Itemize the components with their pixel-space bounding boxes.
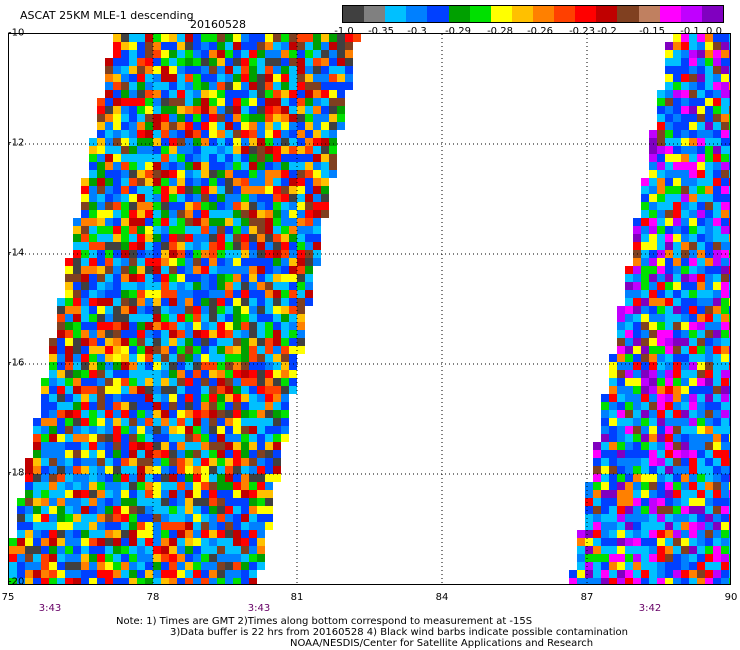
pass-time-label: 3:43 bbox=[38, 603, 62, 614]
color-scale-label: -0.3 bbox=[407, 26, 427, 37]
lat-label: -10 bbox=[8, 27, 25, 39]
color-scale-segment bbox=[427, 6, 449, 22]
lon-label: 75 bbox=[1, 592, 15, 603]
color-scale-segment bbox=[596, 6, 618, 22]
color-scale-segment bbox=[617, 6, 639, 22]
color-scale-label: -0.1 bbox=[680, 26, 700, 37]
color-scale-segment bbox=[659, 6, 681, 22]
color-scale-segment bbox=[680, 6, 702, 22]
map-title: ASCAT 25KM MLE-1 descending bbox=[20, 9, 194, 22]
note-line-2: 3)Data buffer is 22 hrs from 20160528 4)… bbox=[170, 627, 628, 638]
lat-label: -14 bbox=[8, 247, 25, 259]
map-plot-area bbox=[8, 33, 731, 585]
lat-label: -12 bbox=[8, 137, 25, 149]
note-line-3: NOAA/NESDIS/Center for Satellite Applica… bbox=[290, 638, 594, 649]
color-scale-label: -0.15 bbox=[639, 26, 665, 37]
color-scale-segment bbox=[511, 6, 533, 22]
lat-label: -20 bbox=[8, 576, 25, 588]
map-grid-lines bbox=[9, 34, 730, 584]
swath-pixels bbox=[9, 34, 730, 584]
swath-grid bbox=[9, 34, 730, 584]
color-scale-segment bbox=[638, 6, 660, 22]
lat-label: -16 bbox=[8, 357, 25, 369]
color-scale-segment bbox=[490, 6, 512, 22]
color-scale-segment bbox=[701, 6, 723, 22]
color-scale-labels: -1.0 -0.35 -0.3 -0.29 -0.28 -0.26 -0.23 … bbox=[0, 0, 740, 40]
color-scale-segment bbox=[469, 6, 491, 22]
color-scale-segment bbox=[532, 6, 555, 22]
color-scale-segment bbox=[385, 6, 407, 22]
color-scale-label: -0.2 bbox=[597, 26, 617, 37]
color-scale-segment bbox=[448, 6, 470, 22]
color-scale-segment bbox=[364, 6, 386, 22]
color-scale-segment bbox=[554, 6, 576, 22]
lon-label: 87 bbox=[580, 592, 594, 603]
lon-label: 81 bbox=[290, 592, 304, 603]
color-scale-segment bbox=[575, 6, 597, 22]
color-scale-segment bbox=[406, 6, 428, 22]
map-date: 20160528 bbox=[190, 18, 246, 31]
color-scale-segment bbox=[343, 6, 365, 22]
color-scale-label: -0.29 bbox=[445, 26, 471, 37]
lon-label: 84 bbox=[435, 592, 449, 603]
color-scale-label: 0.0 bbox=[706, 26, 722, 37]
color-scale-label: -0.35 bbox=[368, 26, 394, 37]
pass-time-label: 3:43 bbox=[247, 603, 271, 614]
note-line-1: Note: 1) Times are GMT 2)Times along bot… bbox=[116, 616, 533, 627]
color-scale-label: -0.26 bbox=[527, 26, 553, 37]
pass-time-label: 3:42 bbox=[638, 603, 662, 614]
color-scale-label: -0.28 bbox=[487, 26, 513, 37]
lon-label: 90 bbox=[724, 592, 738, 603]
lon-label: 78 bbox=[146, 592, 160, 603]
color-scale-label: -0.23 bbox=[569, 26, 595, 37]
color-scale-label: -1.0 bbox=[334, 26, 354, 37]
color-scale-bar bbox=[342, 5, 724, 23]
lat-label: -18 bbox=[8, 467, 25, 479]
